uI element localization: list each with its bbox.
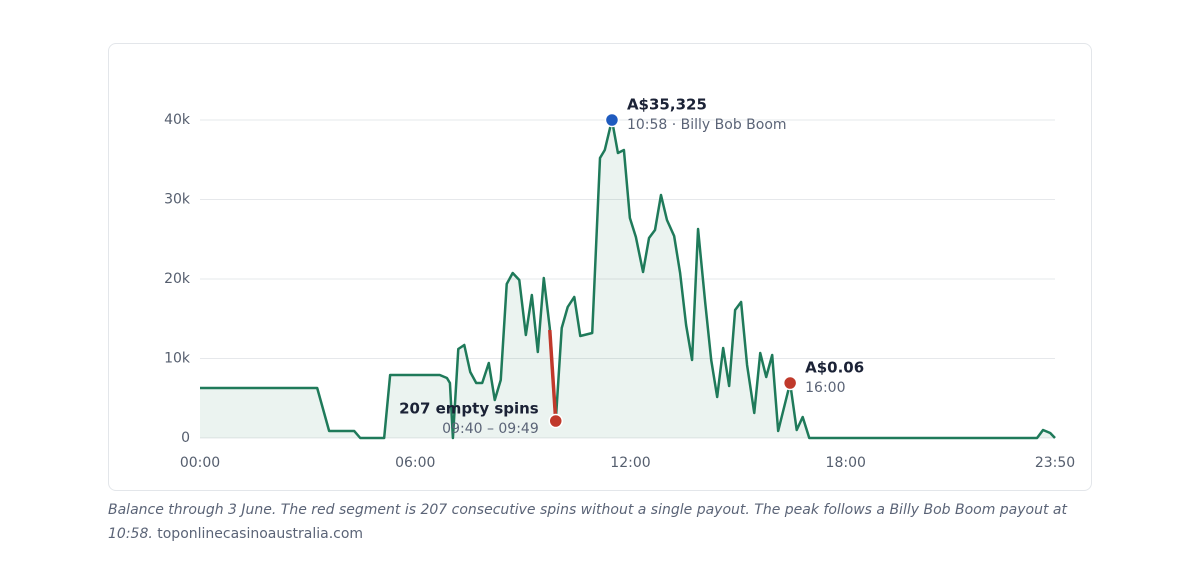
y-tick-label: 40k <box>164 112 191 128</box>
annotation-dot <box>782 375 798 391</box>
chart-card <box>108 43 1092 491</box>
annotation-dot <box>548 413 564 429</box>
annotation-sublabel: 09:40 – 09:49 <box>442 421 539 437</box>
annotation-sublabel: 10:58 · Billy Bob Boom <box>627 117 787 133</box>
annotation-sublabel: 16:00 <box>805 380 845 396</box>
chart: 0 10k 20k 30k 40k 00:00 06:00 12:00 18:00 23:50 A$… <box>164 96 1075 472</box>
x-tick-label: 00:00 <box>180 455 220 471</box>
y-tick-label: 10k <box>164 351 191 367</box>
source: toponlinecasinoaustralia.com <box>157 526 364 542</box>
x-tick-label: 23:50 <box>1035 455 1075 471</box>
y-tick-label: 20k <box>164 271 191 287</box>
annotation-label: 207 empty spins <box>399 400 539 418</box>
y-tick-label: 0 <box>181 430 190 446</box>
caption-text: Balance through 3 June. The red segment … <box>108 502 1067 542</box>
annotation-label: A$0.06 <box>805 359 864 377</box>
caption: Balance through 3 June. The red segment … <box>108 498 1078 546</box>
y-tick-label: 30k <box>164 192 191 208</box>
highlight-segment <box>548 329 558 422</box>
x-tick-label: 18:00 <box>826 455 866 471</box>
x-tick-label: 12:00 <box>610 455 650 471</box>
x-tick-label: 06:00 <box>395 455 435 471</box>
annotation-dot <box>604 112 620 128</box>
area <box>200 120 1055 438</box>
annotation-label: A$35,325 <box>627 96 707 114</box>
